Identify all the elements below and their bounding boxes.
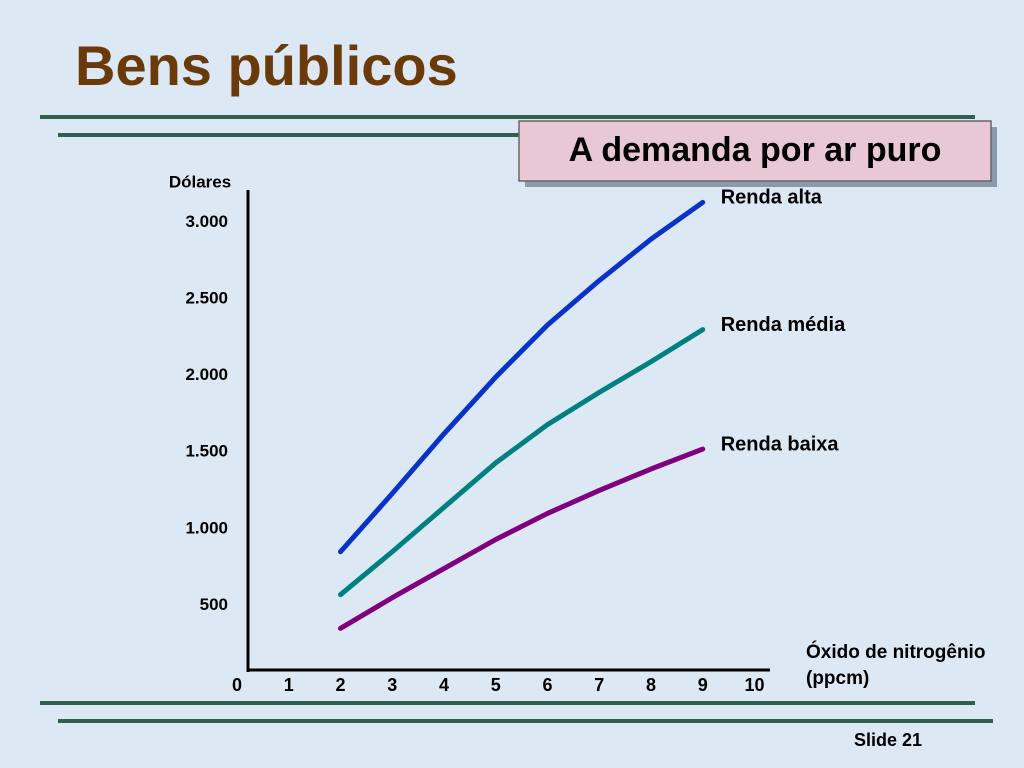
curve [337, 327, 706, 598]
y-tick-label: 2.000 [185, 365, 228, 384]
x-tick-label: 6 [542, 675, 552, 695]
x-axis-label: Óxido de nitrogênio (ppcm) [806, 642, 986, 689]
x-tick-label: 5 [491, 675, 501, 695]
x-tick-label: 10 [744, 675, 764, 695]
y-tick-label: 2.500 [185, 288, 228, 307]
x-tick-label: 7 [594, 675, 604, 695]
y-tick-label: 1.000 [185, 518, 228, 537]
slide-title: Bens públicos [75, 34, 458, 97]
series-label: Renda alta [721, 187, 823, 209]
x-tick-label: 0 [232, 675, 242, 695]
y-axis-label: Dólares [169, 172, 231, 191]
x-tick-label: 4 [439, 675, 449, 695]
x-tick-label: 9 [698, 675, 708, 695]
y-tick-label: 3.000 [185, 212, 228, 231]
x-tick-label: 1 [284, 675, 294, 695]
curve [337, 446, 706, 631]
y-tick-label: 1.500 [185, 442, 228, 461]
x-tick-label: 3 [387, 675, 397, 695]
slide-number: Slide 21 [854, 730, 922, 750]
x-tick-label: 2 [335, 675, 345, 695]
curve [337, 199, 706, 555]
y-tick-label: 500 [200, 595, 228, 614]
chart-title-box [518, 120, 992, 182]
series-label: Renda baixa [721, 433, 840, 455]
x-tick-label: 8 [646, 675, 656, 695]
series-label: Renda média [721, 314, 846, 336]
chart-title: A demanda por ar puro [569, 131, 942, 169]
